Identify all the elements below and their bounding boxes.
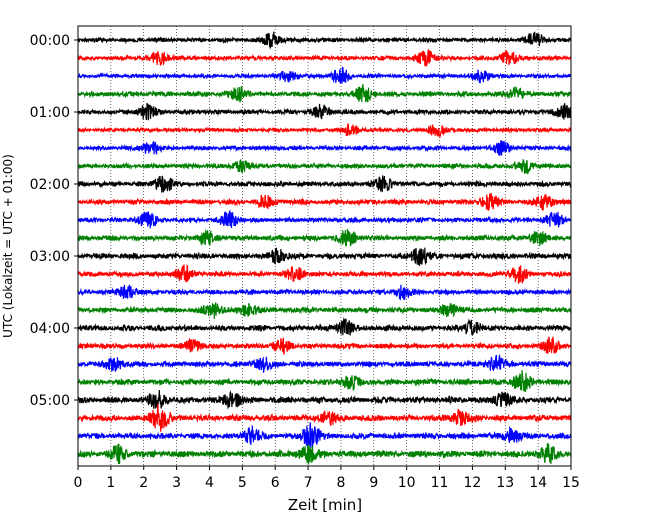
x-tick-label: 5 xyxy=(238,475,247,491)
trace-line xyxy=(77,422,572,449)
y-tick-label: 01:00 xyxy=(30,105,70,121)
y-axis-ticks: 00:00 01:00 02:00 03:00 04:00 05:00 xyxy=(30,33,78,409)
trace-line xyxy=(77,66,572,84)
trace-series xyxy=(77,31,572,465)
trace-line xyxy=(77,336,572,355)
x-tick-label: 2 xyxy=(139,475,148,491)
x-tick-label: 4 xyxy=(205,475,214,491)
trace-line xyxy=(77,247,572,266)
y-tick-label: 05:00 xyxy=(30,393,70,409)
trace-line xyxy=(77,102,572,121)
trace-line xyxy=(77,192,572,212)
trace-line xyxy=(77,209,572,229)
x-tick-label: 13 xyxy=(496,475,514,491)
trace-line xyxy=(77,302,572,319)
trace-line xyxy=(77,84,572,103)
x-tick-label: 11 xyxy=(431,475,449,491)
x-tick-label: 15 xyxy=(562,475,580,491)
y-tick-label: 00:00 xyxy=(30,33,70,49)
trace-line xyxy=(77,389,572,411)
trace-line xyxy=(77,316,572,336)
x-tick-label: 7 xyxy=(304,475,313,491)
x-tick-label: 9 xyxy=(369,475,378,491)
trace-line xyxy=(77,284,572,301)
y-tick-label: 02:00 xyxy=(30,177,70,193)
x-tick-label: 0 xyxy=(74,475,83,491)
x-tick-label: 6 xyxy=(271,475,280,491)
trace-line xyxy=(77,175,572,193)
x-axis-ticks: 0 1 2 3 4 5 6 7 8 9 10 11 12 13 14 15 xyxy=(74,466,580,491)
trace-line xyxy=(77,228,572,247)
trace-line xyxy=(77,404,572,432)
y-axis-label: UTC (Lokalzeit = UTC + 01:00) xyxy=(1,154,15,338)
y-tick-label: 03:00 xyxy=(30,249,70,265)
plot-area-frame xyxy=(77,25,572,467)
trace-line xyxy=(77,370,572,393)
x-tick-label: 14 xyxy=(529,475,547,491)
x-tick-label: 8 xyxy=(336,475,345,491)
trace-line xyxy=(77,264,572,284)
x-tick-label: 3 xyxy=(172,475,181,491)
trace-line xyxy=(77,48,572,67)
y-tick-label: 04:00 xyxy=(30,321,70,337)
x-tick-label: 1 xyxy=(106,475,115,491)
trace-line xyxy=(77,159,572,175)
trace-line xyxy=(77,122,572,139)
x-axis-label: Zeit [min] xyxy=(288,496,362,514)
x-tick-label: 10 xyxy=(398,475,416,491)
x-tick-label: 12 xyxy=(463,475,481,491)
trace-line xyxy=(77,443,572,465)
trace-line xyxy=(77,354,572,373)
trace-line xyxy=(77,140,572,156)
trace-line xyxy=(77,31,572,49)
